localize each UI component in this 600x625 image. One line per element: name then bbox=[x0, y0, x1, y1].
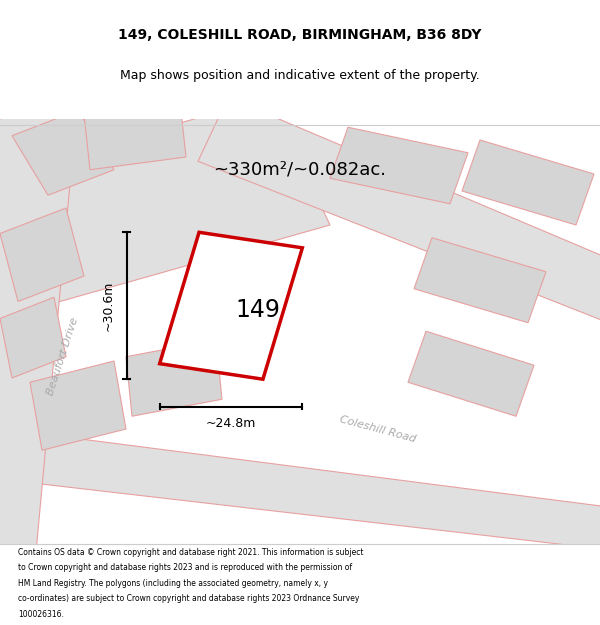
Polygon shape bbox=[330, 127, 468, 204]
Text: ~30.6m: ~30.6m bbox=[101, 281, 115, 331]
Text: co-ordinates) are subject to Crown copyright and database rights 2023 Ordnance S: co-ordinates) are subject to Crown copyr… bbox=[18, 594, 359, 603]
Polygon shape bbox=[408, 331, 534, 416]
Text: Beaufort Drive: Beaufort Drive bbox=[46, 316, 80, 397]
Polygon shape bbox=[198, 98, 600, 331]
Polygon shape bbox=[414, 238, 546, 322]
Polygon shape bbox=[462, 140, 594, 225]
Polygon shape bbox=[0, 208, 84, 301]
Text: Contains OS data © Crown copyright and database right 2021. This information is : Contains OS data © Crown copyright and d… bbox=[18, 548, 364, 557]
Text: ~24.8m: ~24.8m bbox=[206, 418, 256, 431]
Polygon shape bbox=[126, 340, 222, 416]
Text: HM Land Registry. The polygons (including the associated geometry, namely x, y: HM Land Registry. The polygons (includin… bbox=[18, 579, 328, 587]
Text: 149: 149 bbox=[236, 298, 280, 322]
Polygon shape bbox=[0, 98, 78, 552]
Text: Coleshill Road: Coleshill Road bbox=[339, 414, 417, 444]
Polygon shape bbox=[160, 232, 302, 379]
Text: 149, COLESHILL ROAD, BIRMINGHAM, B36 8DY: 149, COLESHILL ROAD, BIRMINGHAM, B36 8DY bbox=[118, 28, 482, 42]
Polygon shape bbox=[0, 98, 330, 310]
Polygon shape bbox=[30, 361, 126, 450]
Text: to Crown copyright and database rights 2023 and is reproduced with the permissio: to Crown copyright and database rights 2… bbox=[18, 563, 352, 572]
Polygon shape bbox=[0, 425, 600, 552]
Text: 100026316.: 100026316. bbox=[18, 609, 64, 619]
Polygon shape bbox=[0, 298, 66, 378]
Text: ~330m²/~0.082ac.: ~330m²/~0.082ac. bbox=[214, 161, 386, 179]
Polygon shape bbox=[84, 102, 186, 170]
Polygon shape bbox=[12, 110, 114, 195]
Text: Map shows position and indicative extent of the property.: Map shows position and indicative extent… bbox=[120, 69, 480, 81]
